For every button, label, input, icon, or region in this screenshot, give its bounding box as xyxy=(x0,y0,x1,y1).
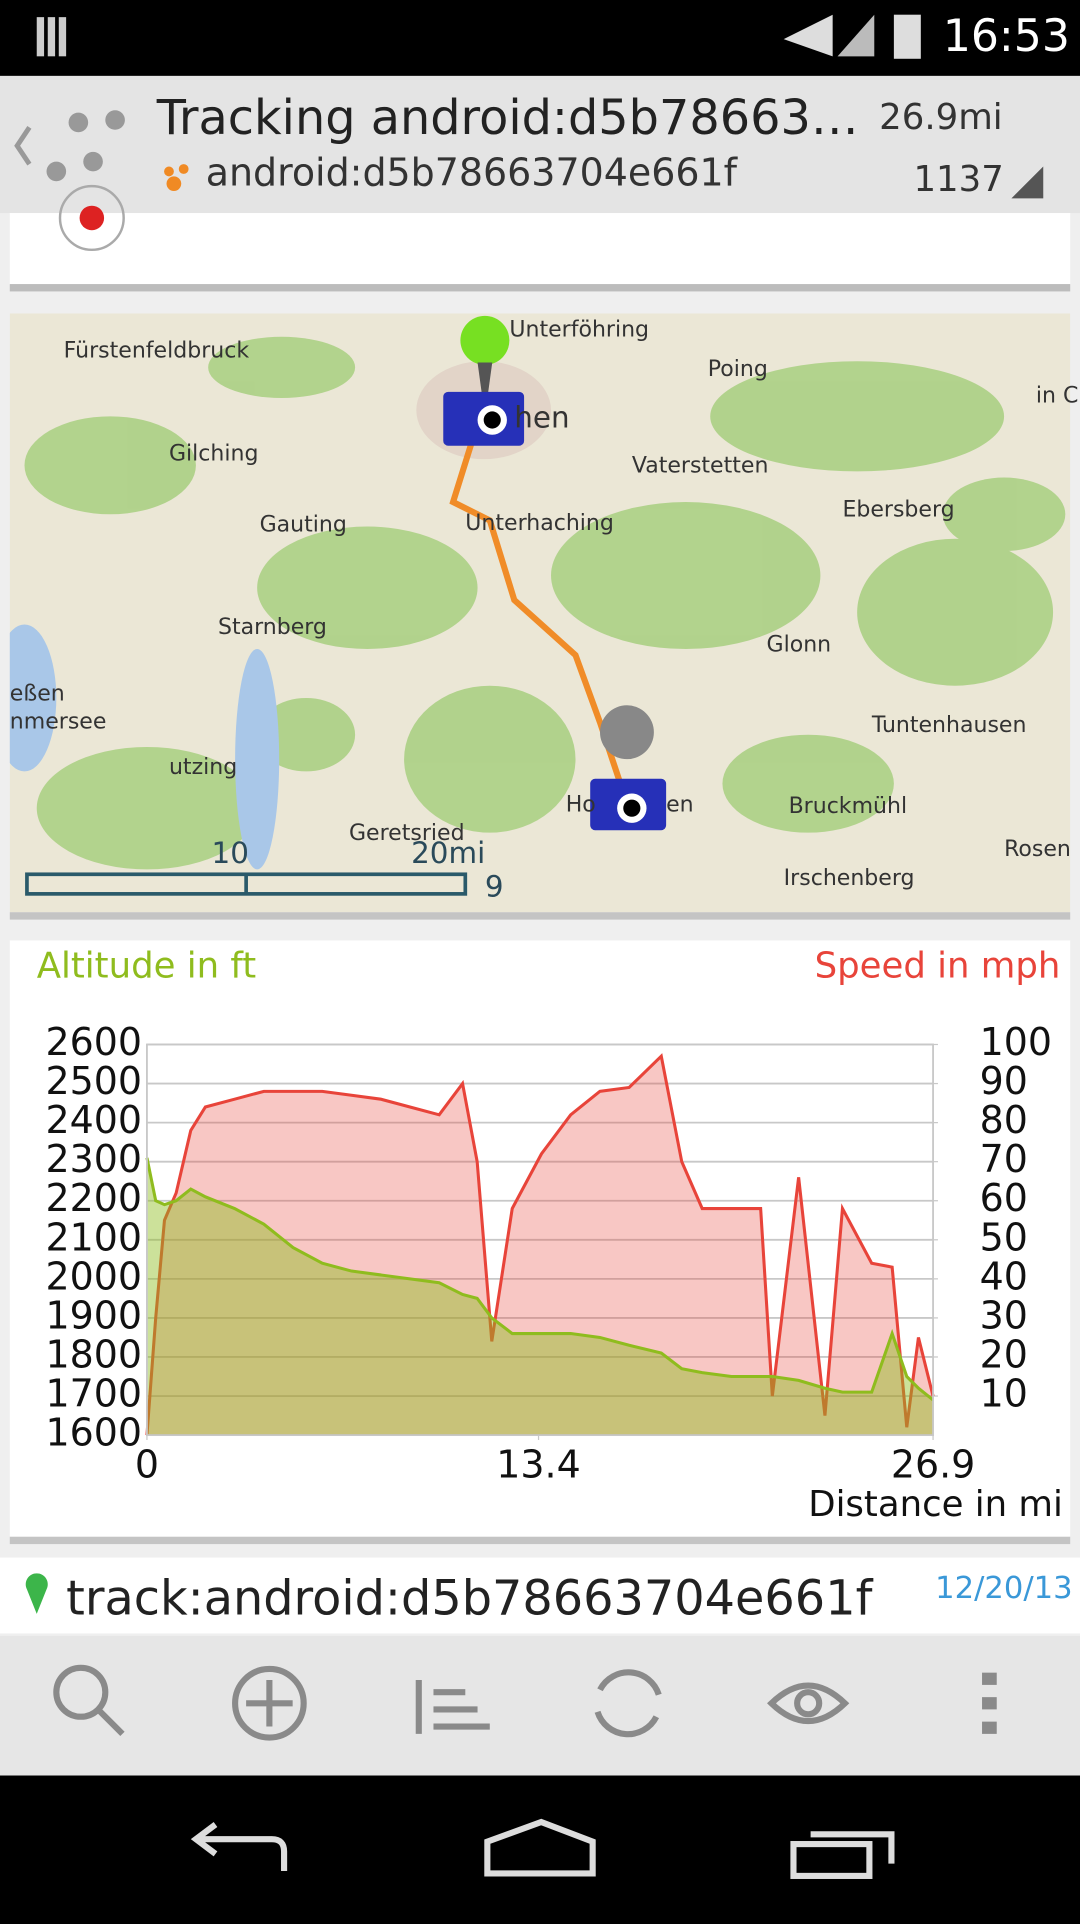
line xyxy=(145,1157,935,1402)
title: Tracking android:d5b78663… xyxy=(156,91,859,146)
record-dot xyxy=(79,205,105,231)
card-shadow xyxy=(9,284,1071,292)
add-button[interactable] xyxy=(232,1665,307,1741)
clock: 16:53 xyxy=(943,11,1070,62)
y-tick-label: 2600 xyxy=(45,1020,142,1064)
map-labels: Unterföhring Fürstenfeldbruck Poing in C… xyxy=(10,318,1079,892)
visibility-button[interactable] xyxy=(767,1682,850,1725)
y-tick-label: 1900 xyxy=(45,1293,142,1337)
y2-tick-label: 20 xyxy=(980,1332,1028,1376)
corner-triangle xyxy=(1011,166,1044,199)
place-label: nmersee xyxy=(10,709,107,734)
map-tiles xyxy=(9,313,1071,913)
chart-shadow xyxy=(9,1536,1071,1545)
y-tick-label: 1700 xyxy=(45,1372,142,1416)
left-axis-title: Altitude in ft xyxy=(37,945,257,986)
y2-tick-label: 90 xyxy=(980,1059,1028,1103)
place-label: Gauting xyxy=(260,512,347,537)
place-label: Rosen xyxy=(1004,837,1071,862)
x-tick-label: 13.4 xyxy=(496,1442,580,1486)
place-label: Ebersberg xyxy=(842,498,954,523)
area xyxy=(146,1157,934,1436)
y-tick-label: 2200 xyxy=(45,1176,142,1220)
wifi-icon xyxy=(783,14,833,57)
y2-tick-label: 100 xyxy=(980,1020,1052,1064)
y-tick-label: 2300 xyxy=(45,1137,142,1181)
place-label: Gilching xyxy=(169,441,258,466)
battery-icon xyxy=(893,14,921,59)
right-axis-title: Speed in mph xyxy=(815,945,1061,986)
up-button[interactable] xyxy=(14,125,32,166)
track-row[interactable] xyxy=(0,1557,1080,1634)
y-tick-label: 2500 xyxy=(45,1059,142,1103)
y-tick-label: 1600 xyxy=(45,1411,142,1455)
subtitle: android:d5b78663704e661f xyxy=(206,151,739,195)
search-button[interactable] xyxy=(53,1664,125,1737)
notification-icon xyxy=(36,17,67,57)
toolbar xyxy=(0,1635,1080,1776)
place-label: Irschenberg xyxy=(784,866,915,891)
y2-tick-label: 50 xyxy=(980,1215,1028,1259)
scale-label: 20mi xyxy=(411,836,485,870)
x-tick-label: 0 xyxy=(135,1442,159,1486)
x-axis-title: Distance in mi xyxy=(808,1484,1063,1525)
distance: 26.9mi xyxy=(879,97,1003,138)
track-date: 12/20/13 xyxy=(935,1571,1072,1606)
place-label: Poing xyxy=(708,357,768,382)
place-label: Glonn xyxy=(767,632,832,657)
chart-card xyxy=(9,940,1071,1537)
record-card xyxy=(9,213,1071,285)
scale-label: 10 xyxy=(212,836,249,870)
back-button[interactable] xyxy=(190,1822,288,1872)
track-pin xyxy=(25,1573,48,1614)
refresh-button[interactable] xyxy=(594,1669,662,1738)
place-label: in C xyxy=(1036,384,1078,409)
place-label: Unterföhring xyxy=(509,318,649,343)
y2-tick-label: 60 xyxy=(980,1176,1028,1220)
area xyxy=(146,1056,934,1436)
y2-tick-label: 70 xyxy=(980,1137,1028,1181)
place-label: utzing xyxy=(169,755,237,780)
y2-tick-label: 40 xyxy=(980,1254,1028,1298)
scale-label: 9 xyxy=(485,869,504,903)
y2-tick-label: 80 xyxy=(980,1098,1028,1142)
place-label: Geretsried xyxy=(349,821,465,846)
place-label: eßen xyxy=(10,681,65,706)
paw-icon xyxy=(164,164,189,192)
nav-bar xyxy=(0,1775,1080,1920)
map-shadow xyxy=(9,912,1071,920)
place-label: Unterhaching xyxy=(465,511,614,536)
y-tick-label: 2100 xyxy=(45,1215,142,1259)
sort-button[interactable] xyxy=(415,1680,490,1734)
place-label: hen xyxy=(514,400,569,434)
place-label: Tuntenhausen xyxy=(871,713,1027,738)
y2-tick-label: 10 xyxy=(980,1372,1028,1416)
map[interactable]: Unterföhring Fürstenfeldbruck Poing in C… xyxy=(0,313,1079,913)
overflow-button[interactable] xyxy=(982,1672,997,1734)
app-icon xyxy=(46,110,125,182)
place-label: Vaterstetten xyxy=(632,454,769,479)
chart: Altitude in ft Speed in mph Distance in … xyxy=(37,945,1063,1525)
place-label: Starnberg xyxy=(218,615,327,640)
place-label: en xyxy=(666,793,694,818)
plot-frame xyxy=(146,1043,934,1437)
y-tick-label: 1800 xyxy=(45,1332,142,1376)
place-label: Fürstenfeldbruck xyxy=(64,338,250,363)
count: 1137 xyxy=(913,159,1003,200)
place-label: Ho xyxy=(566,793,596,818)
record-button[interactable] xyxy=(58,184,125,252)
x-tick-label: 26.9 xyxy=(891,1442,975,1486)
y2-tick-label: 30 xyxy=(980,1293,1028,1337)
y-tick-label: 2400 xyxy=(45,1098,142,1142)
action-bar xyxy=(0,75,1080,214)
line xyxy=(145,1053,935,1436)
scale-labels: 10 20mi 9 xyxy=(212,836,504,903)
home-button[interactable] xyxy=(484,1818,596,1877)
track-name: track:android:d5b78663704e661f xyxy=(66,1572,873,1627)
recents-button[interactable] xyxy=(790,1831,895,1879)
y-tick-label: 2000 xyxy=(45,1254,142,1298)
place-label: Bruckmühl xyxy=(789,794,908,819)
